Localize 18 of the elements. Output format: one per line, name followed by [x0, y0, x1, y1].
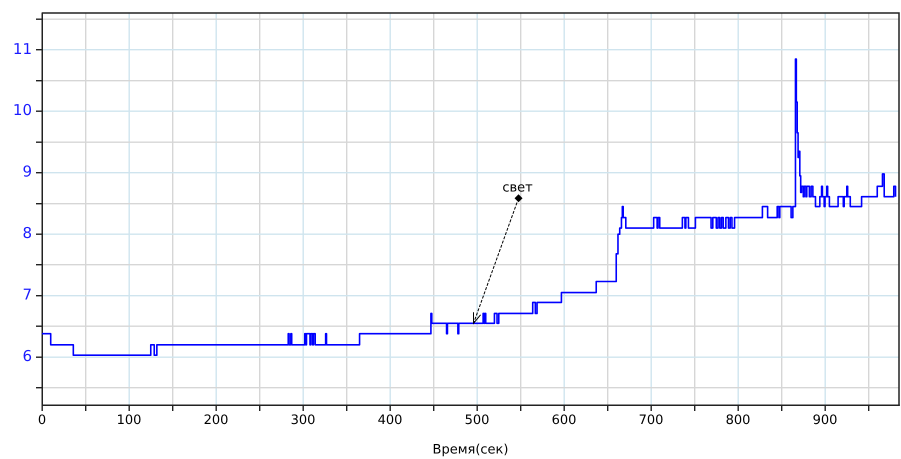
y-tick-label: 9	[22, 162, 32, 181]
x-tick-label: 100	[116, 413, 142, 428]
y-tick-label: 6	[22, 346, 32, 365]
x-tick-label: 500	[464, 413, 490, 428]
x-tick-label: 200	[204, 413, 228, 428]
x-axis-title: Время(сек)	[432, 442, 508, 458]
y-tick-label: 8	[22, 224, 32, 242]
x-tick-label: 600	[552, 413, 576, 428]
x-tick-label: 700	[638, 413, 664, 428]
y-tick-label: 10	[12, 101, 32, 120]
x-tick-label: 800	[726, 413, 750, 428]
y-tick-label: 7	[22, 286, 32, 304]
annotation: свет	[502, 180, 534, 196]
x-tick-label: 0	[38, 413, 46, 428]
x-tick-label: 400	[378, 413, 402, 428]
y-tick-label: 11	[12, 40, 32, 58]
x-tick-label: 300	[290, 413, 316, 428]
x-tick-label: 900	[812, 413, 838, 428]
